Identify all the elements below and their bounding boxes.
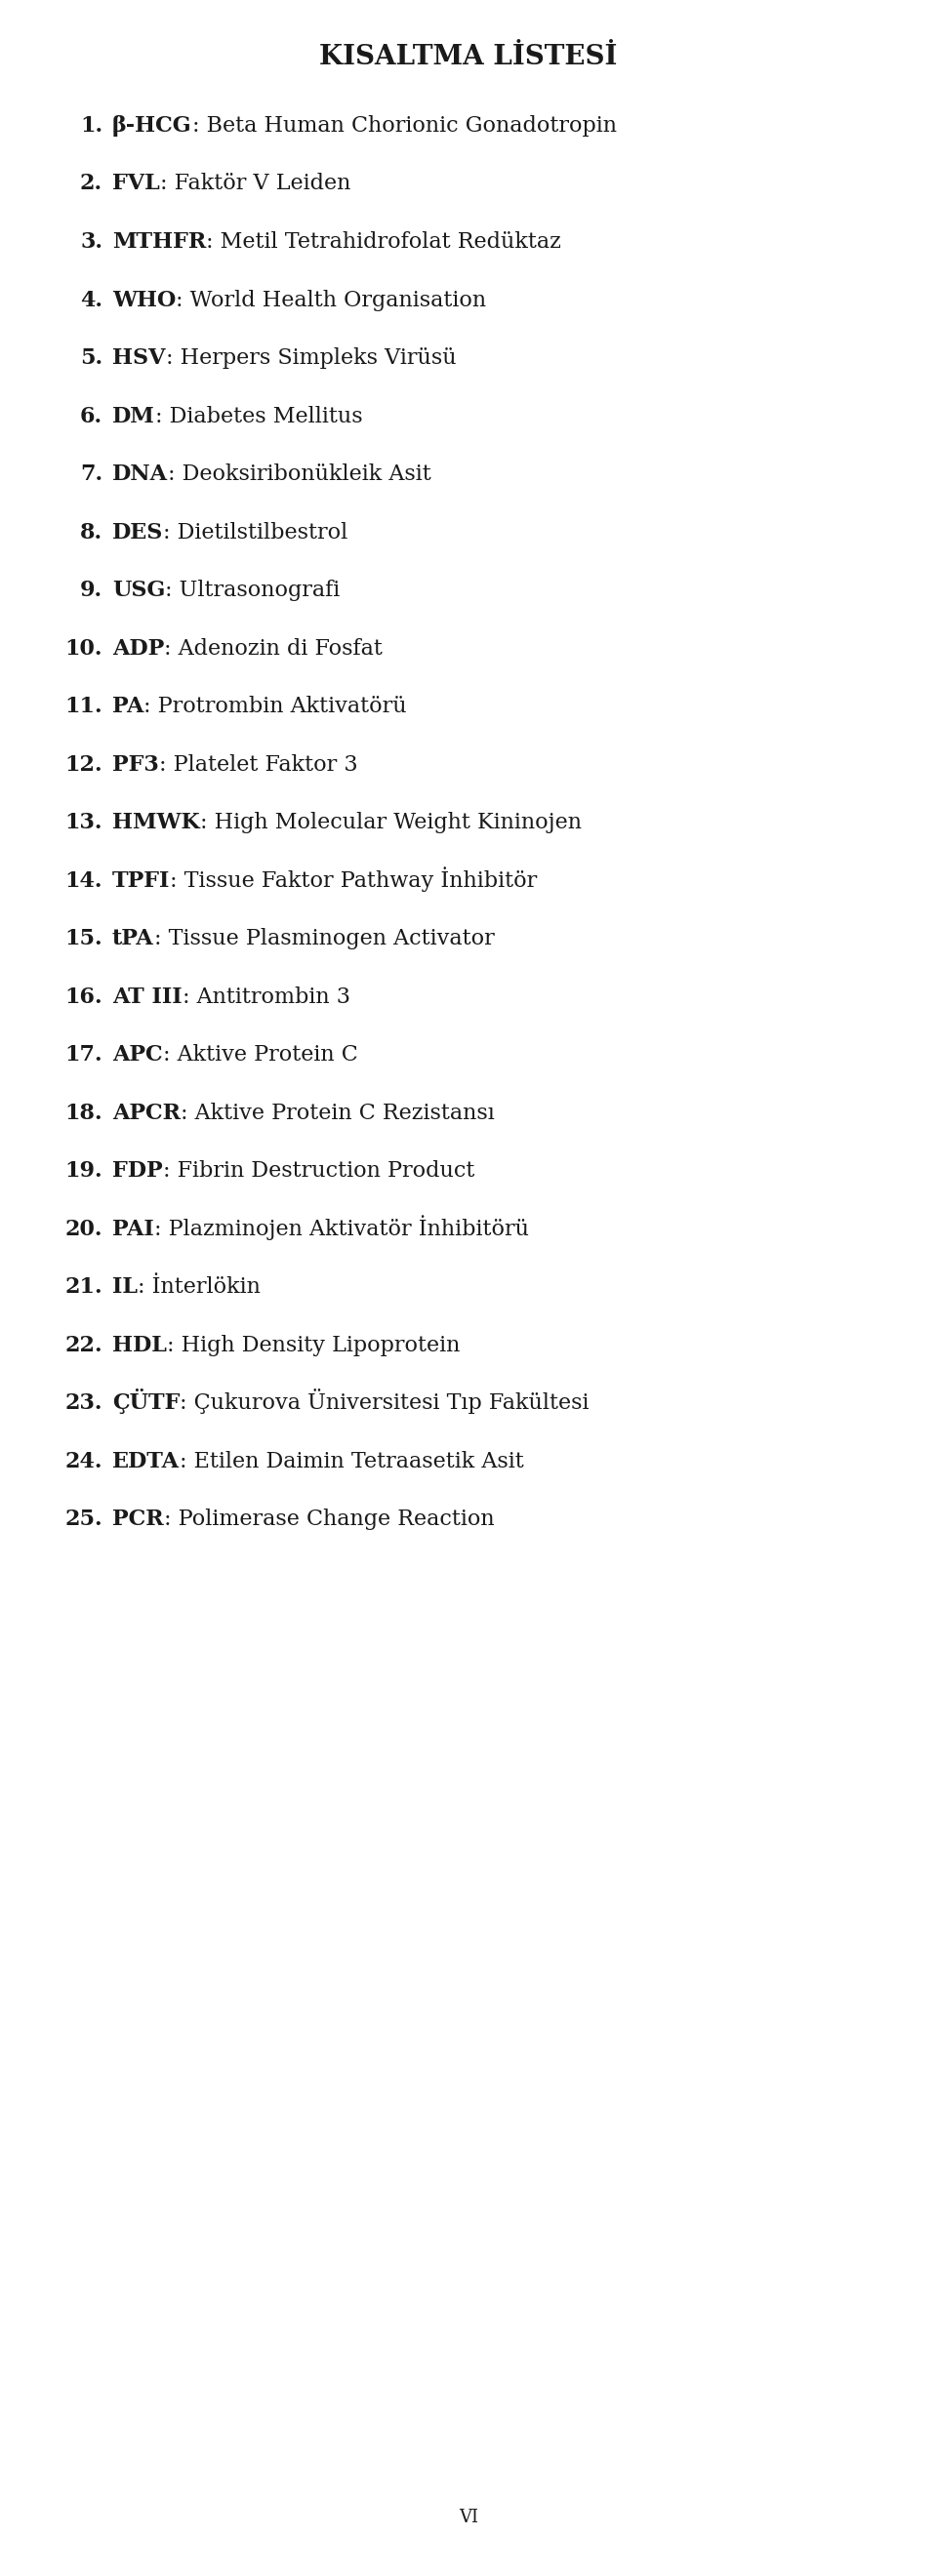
Text: ÇÜTF: ÇÜTF	[112, 1388, 180, 1414]
Text: : Metil Tetrahidrofolat Redüktaz: : Metil Tetrahidrofolat Redüktaz	[206, 232, 561, 252]
Text: ADP: ADP	[112, 639, 164, 659]
Text: DNA: DNA	[112, 464, 168, 484]
Text: HDL: HDL	[112, 1334, 167, 1355]
Text: 22.: 22.	[65, 1334, 102, 1355]
Text: 10.: 10.	[65, 639, 102, 659]
Text: : Tissue Faktor Pathway İnhibitör: : Tissue Faktor Pathway İnhibitör	[171, 866, 538, 891]
Text: : Aktive Protein C Rezistansı: : Aktive Protein C Rezistansı	[181, 1103, 495, 1123]
Text: 12.: 12.	[65, 755, 102, 775]
Text: 20.: 20.	[65, 1218, 102, 1239]
Text: TPFI: TPFI	[112, 871, 171, 891]
Text: 4.: 4.	[80, 289, 102, 312]
Text: : Etilen Daimin Tetraasetik Asit: : Etilen Daimin Tetraasetik Asit	[180, 1450, 524, 1471]
Text: 15.: 15.	[65, 927, 102, 951]
Text: 18.: 18.	[65, 1103, 102, 1123]
Text: 17.: 17.	[65, 1043, 102, 1066]
Text: WHO: WHO	[112, 289, 176, 312]
Text: PCR: PCR	[112, 1510, 164, 1530]
Text: 2.: 2.	[80, 173, 102, 196]
Text: DM: DM	[112, 404, 155, 428]
Text: : İnterlökin: : İnterlökin	[138, 1275, 260, 1298]
Text: KISALTMA LİSTESİ: KISALTMA LİSTESİ	[320, 44, 617, 70]
Text: FDP: FDP	[112, 1159, 163, 1182]
Text: 24.: 24.	[65, 1450, 102, 1471]
Text: PAI: PAI	[112, 1218, 154, 1239]
Text: HSV: HSV	[112, 348, 166, 368]
Text: 11.: 11.	[65, 696, 102, 716]
Text: VI: VI	[459, 2509, 478, 2527]
Text: : Beta Human Chorionic Gonadotropin: : Beta Human Chorionic Gonadotropin	[192, 116, 617, 137]
Text: 1.: 1.	[80, 116, 102, 137]
Text: : Faktör V Leiden: : Faktör V Leiden	[160, 173, 350, 196]
Text: USG: USG	[112, 580, 165, 600]
Text: 8.: 8.	[80, 520, 102, 544]
Text: : Çukurova Üniversitesi Tıp Fakültesi: : Çukurova Üniversitesi Tıp Fakültesi	[180, 1388, 589, 1414]
Text: : Adenozin di Fosfat: : Adenozin di Fosfat	[164, 639, 382, 659]
Text: APC: APC	[112, 1043, 163, 1066]
Text: 9.: 9.	[80, 580, 102, 600]
Text: IL: IL	[112, 1275, 138, 1298]
Text: AT III: AT III	[112, 987, 182, 1007]
Text: 6.: 6.	[80, 404, 102, 428]
Text: 5.: 5.	[80, 348, 102, 368]
Text: : Plazminojen Aktivatör İnhibitörü: : Plazminojen Aktivatör İnhibitörü	[154, 1213, 528, 1239]
Text: : Polimerase Change Reaction: : Polimerase Change Reaction	[164, 1510, 494, 1530]
Text: : Antitrombin 3: : Antitrombin 3	[182, 987, 350, 1007]
Text: : High Molecular Weight Kininojen: : High Molecular Weight Kininojen	[200, 811, 582, 832]
Text: : Platelet Faktor 3: : Platelet Faktor 3	[159, 755, 358, 775]
Text: : World Health Organisation: : World Health Organisation	[176, 289, 486, 312]
Text: 14.: 14.	[65, 871, 102, 891]
Text: : High Density Lipoprotein: : High Density Lipoprotein	[167, 1334, 460, 1355]
Text: : Ultrasonografi: : Ultrasonografi	[165, 580, 340, 600]
Text: : Dietilstilbestrol: : Dietilstilbestrol	[163, 520, 348, 544]
Text: 25.: 25.	[65, 1510, 102, 1530]
Text: tPA: tPA	[112, 927, 154, 951]
Text: PA: PA	[112, 696, 144, 716]
Text: 7.: 7.	[80, 464, 102, 484]
Text: 23.: 23.	[65, 1394, 102, 1414]
Text: : Aktive Protein C: : Aktive Protein C	[163, 1043, 358, 1066]
Text: HMWK: HMWK	[112, 811, 200, 832]
Text: DES: DES	[112, 520, 163, 544]
Text: PF3: PF3	[112, 755, 159, 775]
Text: : Herpers Simpleks Virüsü: : Herpers Simpleks Virüsü	[166, 348, 456, 368]
Text: EDTA: EDTA	[112, 1450, 180, 1471]
Text: FVL: FVL	[112, 173, 160, 196]
Text: : Fibrin Destruction Product: : Fibrin Destruction Product	[163, 1159, 474, 1182]
Text: 13.: 13.	[65, 811, 102, 832]
Text: 19.: 19.	[65, 1159, 102, 1182]
Text: : Diabetes Mellitus: : Diabetes Mellitus	[155, 404, 363, 428]
Text: 3.: 3.	[80, 232, 102, 252]
Text: APCR: APCR	[112, 1103, 181, 1123]
Text: β-HCG: β-HCG	[112, 116, 192, 137]
Text: MTHFR: MTHFR	[112, 232, 206, 252]
Text: 16.: 16.	[65, 987, 102, 1007]
Text: : Deoksiribonükleik Asit: : Deoksiribonükleik Asit	[168, 464, 431, 484]
Text: 21.: 21.	[65, 1275, 102, 1298]
Text: : Protrombin Aktivatörü: : Protrombin Aktivatörü	[144, 696, 407, 716]
Text: : Tissue Plasminogen Activator: : Tissue Plasminogen Activator	[154, 927, 494, 951]
